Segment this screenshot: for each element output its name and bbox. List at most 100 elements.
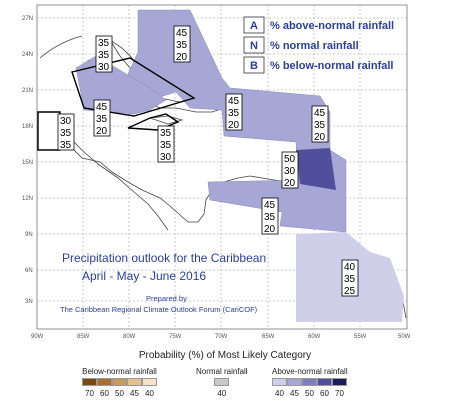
lon-tick: 70W <box>215 334 228 340</box>
swatch <box>214 378 230 386</box>
svg-text:35: 35 <box>160 140 172 151</box>
svg-text:25: 25 <box>344 286 356 297</box>
category-key: A % above-normal rainfall N % normal rai… <box>243 16 394 74</box>
svg-text:20: 20 <box>284 178 296 189</box>
swatch <box>287 378 302 386</box>
legend-value: 60 <box>320 389 329 398</box>
lat-tick: 6N <box>25 268 33 274</box>
key-a-box <box>243 16 265 34</box>
swatch <box>112 378 127 386</box>
legend-normal: Normal rainfall 40 <box>196 367 248 398</box>
key-a-desc: % above-normal rainfall <box>270 20 394 32</box>
swatch <box>82 378 97 386</box>
legend-value: 50 <box>115 389 124 398</box>
lat-tick: 18N <box>22 124 33 130</box>
legend-above-normal: Above-normal rainfall 40 45 50 60 70 <box>272 367 348 398</box>
legend-below-swatches <box>82 378 157 386</box>
legend-value: 50 <box>305 389 314 398</box>
lat-tick: 15N <box>22 160 33 166</box>
legend-above-swatches <box>272 378 348 386</box>
svg-text:45: 45 <box>176 28 188 39</box>
svg-text:30: 30 <box>98 62 110 73</box>
key-b-desc: % below-normal rainfall <box>270 60 393 72</box>
outlook-outline <box>127 113 180 131</box>
svg-text:45: 45 <box>96 102 108 113</box>
caribbean-precipitation-map: 27N 24N 21N 18N 15N 12N 9N 6N 3N 90W 85W… <box>22 4 411 340</box>
svg-text:35: 35 <box>314 120 326 131</box>
key-n-desc: % normal rainfall <box>270 40 359 52</box>
lat-tick: 9N <box>25 232 33 238</box>
legend-above-label: Above-normal rainfall <box>272 367 348 376</box>
svg-text:40: 40 <box>344 262 356 273</box>
lon-tick: 80W <box>123 334 136 340</box>
lon-tick: 55W <box>354 334 367 340</box>
swatch <box>272 378 287 386</box>
lat-tick: 21N <box>22 88 33 94</box>
above-normal-region-50 <box>296 148 336 190</box>
forecast-box: 40 35 25 <box>341 259 359 297</box>
swatch <box>127 378 142 386</box>
outlook-outline <box>71 57 196 117</box>
svg-text:30: 30 <box>60 116 72 127</box>
forecast-box: 45 35 20 <box>93 99 111 137</box>
svg-text:35: 35 <box>98 38 110 49</box>
lon-tick: 50W <box>398 334 411 340</box>
forecast-box: 35 35 30 <box>95 35 113 73</box>
svg-text:30: 30 <box>160 152 172 163</box>
svg-text:20: 20 <box>314 132 326 143</box>
lon-tick: 90W <box>31 334 44 340</box>
svg-text:45: 45 <box>314 108 326 119</box>
svg-text:20: 20 <box>228 120 240 131</box>
svg-text:20: 20 <box>96 126 108 137</box>
legend-value: 40 <box>217 389 227 398</box>
forecast-box: 35 35 30 <box>157 125 175 163</box>
legend-value: 45 <box>290 389 299 398</box>
map-title-line1: Precipitation outlook for the Caribbean <box>62 251 266 265</box>
svg-text:35: 35 <box>264 212 276 223</box>
lon-tick: 65W <box>262 334 275 340</box>
key-b-box <box>243 56 265 74</box>
legend-value: 60 <box>100 389 109 398</box>
legend-value: 40 <box>275 389 284 398</box>
svg-text:35: 35 <box>60 128 72 139</box>
lat-tick: 27N <box>22 16 33 22</box>
legend-below-label: Below-normal rainfall <box>82 367 157 376</box>
lat-tick: 3N <box>25 299 33 305</box>
legend-value: 70 <box>85 389 94 398</box>
legend-value: 70 <box>335 389 344 398</box>
legend-below-normal: Below-normal rainfall 70 60 50 45 40 <box>82 367 157 398</box>
key-b-letter: B <box>250 60 258 72</box>
key-a-letter: A <box>250 20 258 32</box>
swatch <box>317 378 332 386</box>
legend-normal-label: Normal rainfall <box>196 367 248 376</box>
swatch <box>302 378 317 386</box>
swatch <box>332 378 347 386</box>
swatch <box>142 378 157 386</box>
normal-region-outline <box>37 111 61 151</box>
svg-text:35: 35 <box>228 108 240 119</box>
swatch <box>97 378 112 386</box>
forecast-box: 50 30 20 <box>281 151 299 189</box>
key-n-box <box>243 36 265 54</box>
key-n-letter: N <box>250 40 258 52</box>
legend-value: 40 <box>145 389 154 398</box>
svg-text:35: 35 <box>160 128 172 139</box>
lon-tick: 75W <box>169 334 182 340</box>
lat-tick: 12N <box>22 196 33 202</box>
svg-text:20: 20 <box>176 52 188 63</box>
svg-text:30: 30 <box>284 166 296 177</box>
prepared-by: Prepared by <box>146 294 187 303</box>
lon-tick: 85W <box>77 334 90 340</box>
svg-text:35: 35 <box>98 50 110 61</box>
forecast-box: 45 35 20 <box>173 25 191 63</box>
svg-text:50: 50 <box>284 154 296 165</box>
forecast-box: 45 35 20 <box>225 93 243 131</box>
svg-text:35: 35 <box>96 114 108 125</box>
forecast-box: 30 35 35 <box>57 113 75 151</box>
forecast-box: 45 35 20 <box>311 105 329 143</box>
svg-text:45: 45 <box>228 96 240 107</box>
map-title-line2: April - May - June 2016 <box>82 269 206 283</box>
lon-tick: 60W <box>308 334 321 340</box>
legend-title: Probability (%) of Most Likely Category <box>138 350 312 361</box>
legend-value: 45 <box>130 389 139 398</box>
